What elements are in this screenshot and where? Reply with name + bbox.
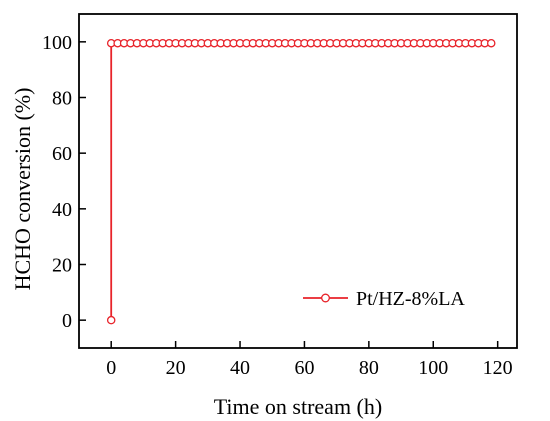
- x-tick-label: 0: [106, 357, 116, 379]
- legend-label: Pt/HZ-8%LA: [356, 288, 465, 310]
- y-tick-label: 0: [62, 310, 72, 332]
- x-axis-title: Time on stream (h): [214, 394, 382, 419]
- data-point: [106, 315, 116, 325]
- x-tick-label: 60: [294, 357, 314, 379]
- x-tick-label: 100: [418, 357, 448, 379]
- y-tick-label: 100: [42, 32, 72, 54]
- plot-frame: [78, 13, 518, 349]
- y-tick-label: 60: [52, 143, 72, 165]
- legend-marker: [321, 293, 330, 303]
- y-tick-label: 40: [52, 199, 72, 221]
- y-axis-title: HCHO conversion (%): [10, 88, 35, 291]
- y-tick-label: 80: [52, 88, 72, 110]
- y-tick-label: 20: [52, 255, 72, 277]
- x-tick-label: 80: [359, 357, 379, 379]
- x-tick-label: 20: [166, 357, 186, 379]
- legend: Pt/HZ-8%LA: [303, 288, 465, 310]
- x-tick-label: 120: [483, 357, 513, 379]
- ticks-layer: 0 20 40 60 80 100 120 0 20 40 60 80 100: [42, 32, 513, 379]
- series-line: [110, 42, 492, 321]
- series-layer: [106, 38, 496, 325]
- x-tick-label: 40: [230, 357, 250, 379]
- data-point: [486, 38, 496, 48]
